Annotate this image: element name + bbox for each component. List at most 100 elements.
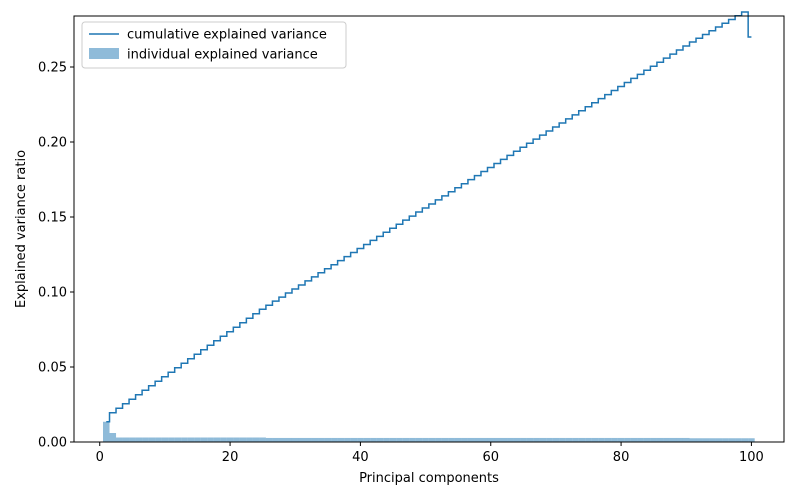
- individual-variance-bars: [103, 421, 755, 442]
- individual-variance-bar: [552, 437, 560, 442]
- individual-variance-bar: [507, 437, 514, 442]
- legend-box: [81, 21, 347, 69]
- individual-variance-bar: [669, 437, 677, 442]
- y-tick-label: 0.25: [38, 61, 67, 76]
- individual-variance-bar: [461, 437, 468, 442]
- individual-variance-bar: [291, 437, 299, 442]
- individual-variance-bar: [305, 437, 312, 442]
- individual-variance-bar: [396, 437, 403, 442]
- individual-variance-bar: [585, 437, 592, 442]
- x-tick-label: 0: [96, 450, 104, 465]
- individual-variance-bar: [350, 437, 358, 442]
- individual-variance-bar: [533, 437, 540, 442]
- individual-variance-bar: [643, 437, 651, 442]
- individual-variance-bar: [559, 437, 566, 442]
- y-tick-label: 0.05: [38, 361, 67, 376]
- individual-variance-bar: [441, 437, 449, 442]
- individual-variance-bar: [252, 437, 260, 442]
- individual-variance-bar: [682, 437, 690, 442]
- individual-variance-bar: [578, 437, 586, 442]
- individual-variance-bar: [598, 437, 605, 442]
- individual-variance-bar: [174, 437, 182, 442]
- individual-variance-bar: [500, 437, 508, 442]
- x-tick-label: 100: [739, 450, 764, 465]
- individual-variance-bar: [402, 437, 410, 442]
- y-axis-label: Explained variance ratio: [14, 150, 29, 308]
- x-axis-label: Principal components: [359, 471, 499, 486]
- individual-variance-bar: [604, 437, 612, 442]
- individual-variance-bar: [148, 437, 156, 442]
- individual-variance-bar: [116, 437, 123, 442]
- individual-variance-bar: [676, 437, 683, 442]
- individual-variance-bar: [696, 438, 703, 442]
- individual-variance-bar: [129, 437, 136, 442]
- legend: cumulative explained variance individual…: [81, 21, 347, 69]
- individual-variance-bar: [520, 437, 527, 442]
- individual-variance-bar: [109, 433, 117, 442]
- individual-variance-bar: [422, 437, 429, 442]
- x-axis-ticks: 0 20 40 60 80 100: [96, 442, 764, 465]
- individual-variance-bar: [363, 437, 371, 442]
- individual-variance-bar: [265, 437, 273, 442]
- individual-variance-bar: [161, 437, 169, 442]
- individual-variance-bar: [728, 438, 736, 442]
- individual-variance-bar: [467, 437, 475, 442]
- individual-variance-bar: [278, 437, 286, 442]
- legend-bar-swatch: [89, 48, 119, 59]
- individual-variance-bar: [435, 437, 442, 442]
- individual-variance-bar: [689, 438, 697, 442]
- individual-variance-bar: [220, 437, 227, 442]
- individual-variance-bar: [611, 437, 618, 442]
- individual-variance-bar: [572, 437, 579, 442]
- x-tick-label: 60: [482, 450, 499, 465]
- y-tick-label: 0.15: [38, 211, 67, 226]
- individual-variance-bar: [474, 437, 481, 442]
- individual-variance-bar: [617, 437, 625, 442]
- individual-variance-bar: [207, 437, 214, 442]
- individual-variance-bar: [448, 437, 455, 442]
- individual-variance-bar: [702, 438, 710, 442]
- y-tick-label: 0.00: [38, 436, 67, 451]
- individual-variance-bar: [194, 437, 201, 442]
- individual-variance-bar: [103, 421, 110, 442]
- individual-variance-bar: [239, 437, 247, 442]
- legend-label-cumulative: cumulative explained variance: [127, 28, 327, 43]
- individual-variance-bar: [415, 437, 423, 442]
- individual-variance-bar: [135, 437, 143, 442]
- plot-frame: [73, 15, 785, 443]
- individual-variance-bar: [318, 437, 325, 442]
- individual-variance-bar: [650, 437, 657, 442]
- individual-variance-bar: [546, 437, 553, 442]
- individual-variance-bar: [480, 437, 488, 442]
- individual-variance-bar: [155, 437, 162, 442]
- individual-variance-bar: [526, 437, 534, 442]
- y-axis-ticks: 0.00 0.05 0.10 0.15 0.20 0.25: [38, 61, 74, 451]
- individual-variance-bar: [624, 437, 631, 442]
- individual-variance-bar: [741, 438, 749, 442]
- individual-variance-bar: [370, 437, 377, 442]
- y-tick-label: 0.10: [38, 286, 67, 301]
- individual-variance-bar: [513, 437, 521, 442]
- individual-variance-bar: [331, 437, 338, 442]
- individual-variance-bar: [142, 437, 149, 442]
- individual-variance-bar: [213, 437, 221, 442]
- individual-variance-bar: [187, 437, 195, 442]
- individual-variance-bar: [494, 437, 501, 442]
- individual-variance-bar: [357, 437, 364, 442]
- individual-variance-bar: [181, 437, 188, 442]
- x-tick-label: 80: [613, 450, 630, 465]
- individual-variance-bar: [246, 437, 253, 442]
- legend-label-individual: individual explained variance: [127, 48, 318, 63]
- individual-variance-bar: [168, 437, 175, 442]
- individual-variance-bar: [663, 437, 670, 442]
- individual-variance-bar: [454, 437, 462, 442]
- x-tick-label: 20: [222, 450, 239, 465]
- individual-variance-bar: [233, 437, 240, 442]
- individual-variance-bar: [122, 437, 130, 442]
- individual-variance-bar: [637, 437, 644, 442]
- y-tick-label: 0.20: [38, 136, 67, 151]
- individual-variance-bar: [735, 438, 742, 442]
- individual-variance-bar: [344, 437, 351, 442]
- individual-variance-bar: [324, 437, 332, 442]
